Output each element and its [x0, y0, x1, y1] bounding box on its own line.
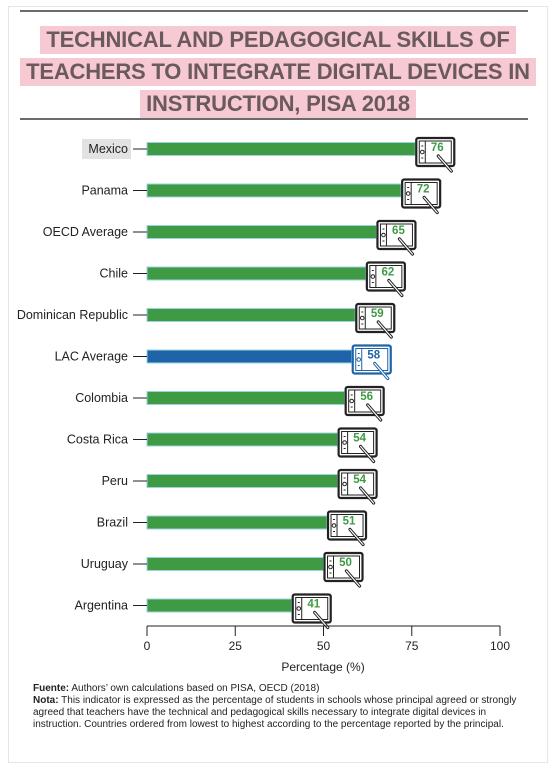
bar: [146, 391, 346, 405]
tablet-with-stylus-icon: 59: [355, 302, 396, 339]
value-label: 59: [371, 308, 384, 320]
bar: [146, 225, 377, 239]
source-note: Fuente: Authors’ own calculations based …: [33, 683, 523, 695]
value-label: 54: [353, 433, 366, 445]
footnotes: Fuente: Authors’ own calculations based …: [33, 683, 523, 731]
bar: [146, 557, 324, 571]
tablet-with-stylus-icon: 76: [415, 136, 456, 173]
title-block: TECHNICAL AND PEDAGOGICAL SKILLS OF TEAC…: [0, 4, 556, 124]
tablet-with-stylus-icon: 72: [401, 178, 442, 215]
bar: [146, 183, 402, 198]
category-label: Dominican Republic: [17, 308, 128, 322]
x-tick-label: 25: [229, 639, 243, 653]
tablet-with-stylus-icon: 54: [337, 427, 378, 464]
note-label: Nota:: [33, 695, 59, 706]
bar: [146, 474, 339, 488]
category-label: Chile: [100, 267, 129, 281]
category-label: Peru: [102, 474, 128, 488]
tablet-with-stylus-icon: 62: [365, 261, 406, 298]
bar: [146, 142, 416, 156]
bar: [146, 515, 328, 530]
category-label: LAC Average: [55, 350, 128, 364]
chart-title: TECHNICAL AND PEDAGOGICAL SKILLS OF TEAC…: [10, 24, 546, 120]
title-line-3: INSTRUCTION, PISA 2018: [140, 90, 416, 118]
value-label: 72: [417, 184, 430, 196]
x-tick-label: 75: [405, 639, 419, 653]
category-label: Argentina: [74, 599, 128, 613]
category-label: Mexico: [88, 142, 128, 156]
category-label: OECD Average: [43, 225, 128, 239]
value-label: 41: [307, 599, 320, 611]
tablet-with-stylus-icon: 56: [344, 385, 385, 422]
category-label: Colombia: [75, 391, 128, 405]
x-tick-label: 50: [317, 639, 331, 653]
category-label: Costa Rica: [67, 433, 128, 447]
method-note: Nota: This indicator is expressed as the…: [33, 695, 523, 731]
category-label: Uruguay: [81, 557, 129, 571]
tablet-with-stylus-icon: 50: [323, 551, 364, 588]
value-label: 56: [360, 391, 373, 403]
tablet-with-stylus-icon: 58: [351, 344, 392, 381]
tablet-with-stylus-icon: 41: [291, 593, 332, 630]
bar: [146, 349, 353, 364]
category-label: Brazil: [97, 516, 128, 530]
title-line-1: TECHNICAL AND PEDAGOGICAL SKILLS OF: [40, 26, 516, 54]
tablet-with-stylus-icon: 51: [326, 510, 368, 547]
x-axis-label: Percentage (%): [281, 660, 364, 674]
category-label: Panama: [81, 184, 128, 198]
bar: [146, 308, 356, 322]
value-label: 54: [353, 474, 366, 486]
value-label: 51: [343, 516, 356, 528]
bar: [146, 598, 293, 613]
value-label: 76: [431, 142, 444, 154]
chart-frame: [8, 6, 548, 763]
category-label-highlight: [82, 139, 131, 159]
value-label: 65: [392, 225, 405, 237]
source-text: Authors’ own calculations based on PISA,…: [69, 683, 320, 694]
tablet-with-stylus-icon: 54: [337, 468, 378, 505]
value-label: 62: [381, 267, 394, 279]
note-text: This indicator is expressed as the perce…: [33, 695, 517, 730]
value-label: 58: [367, 350, 380, 362]
x-tick-label: 100: [490, 639, 510, 653]
tablet-with-stylus-icon: 65: [376, 219, 417, 256]
top-rule: [20, 10, 528, 12]
bar: [146, 266, 367, 281]
x-tick-label: 0: [144, 639, 151, 653]
bottom-rule: [20, 118, 528, 120]
title-line-2: TEACHERS TO INTEGRATE DIGITAL DEVICES IN: [20, 58, 536, 86]
source-label: Fuente:: [33, 683, 70, 694]
bar: [146, 432, 339, 447]
bar-chart: Mexico 76 Panama 72 OECD Average 65 Chile 62 Dom…: [17, 136, 510, 674]
value-label: 50: [339, 557, 352, 569]
